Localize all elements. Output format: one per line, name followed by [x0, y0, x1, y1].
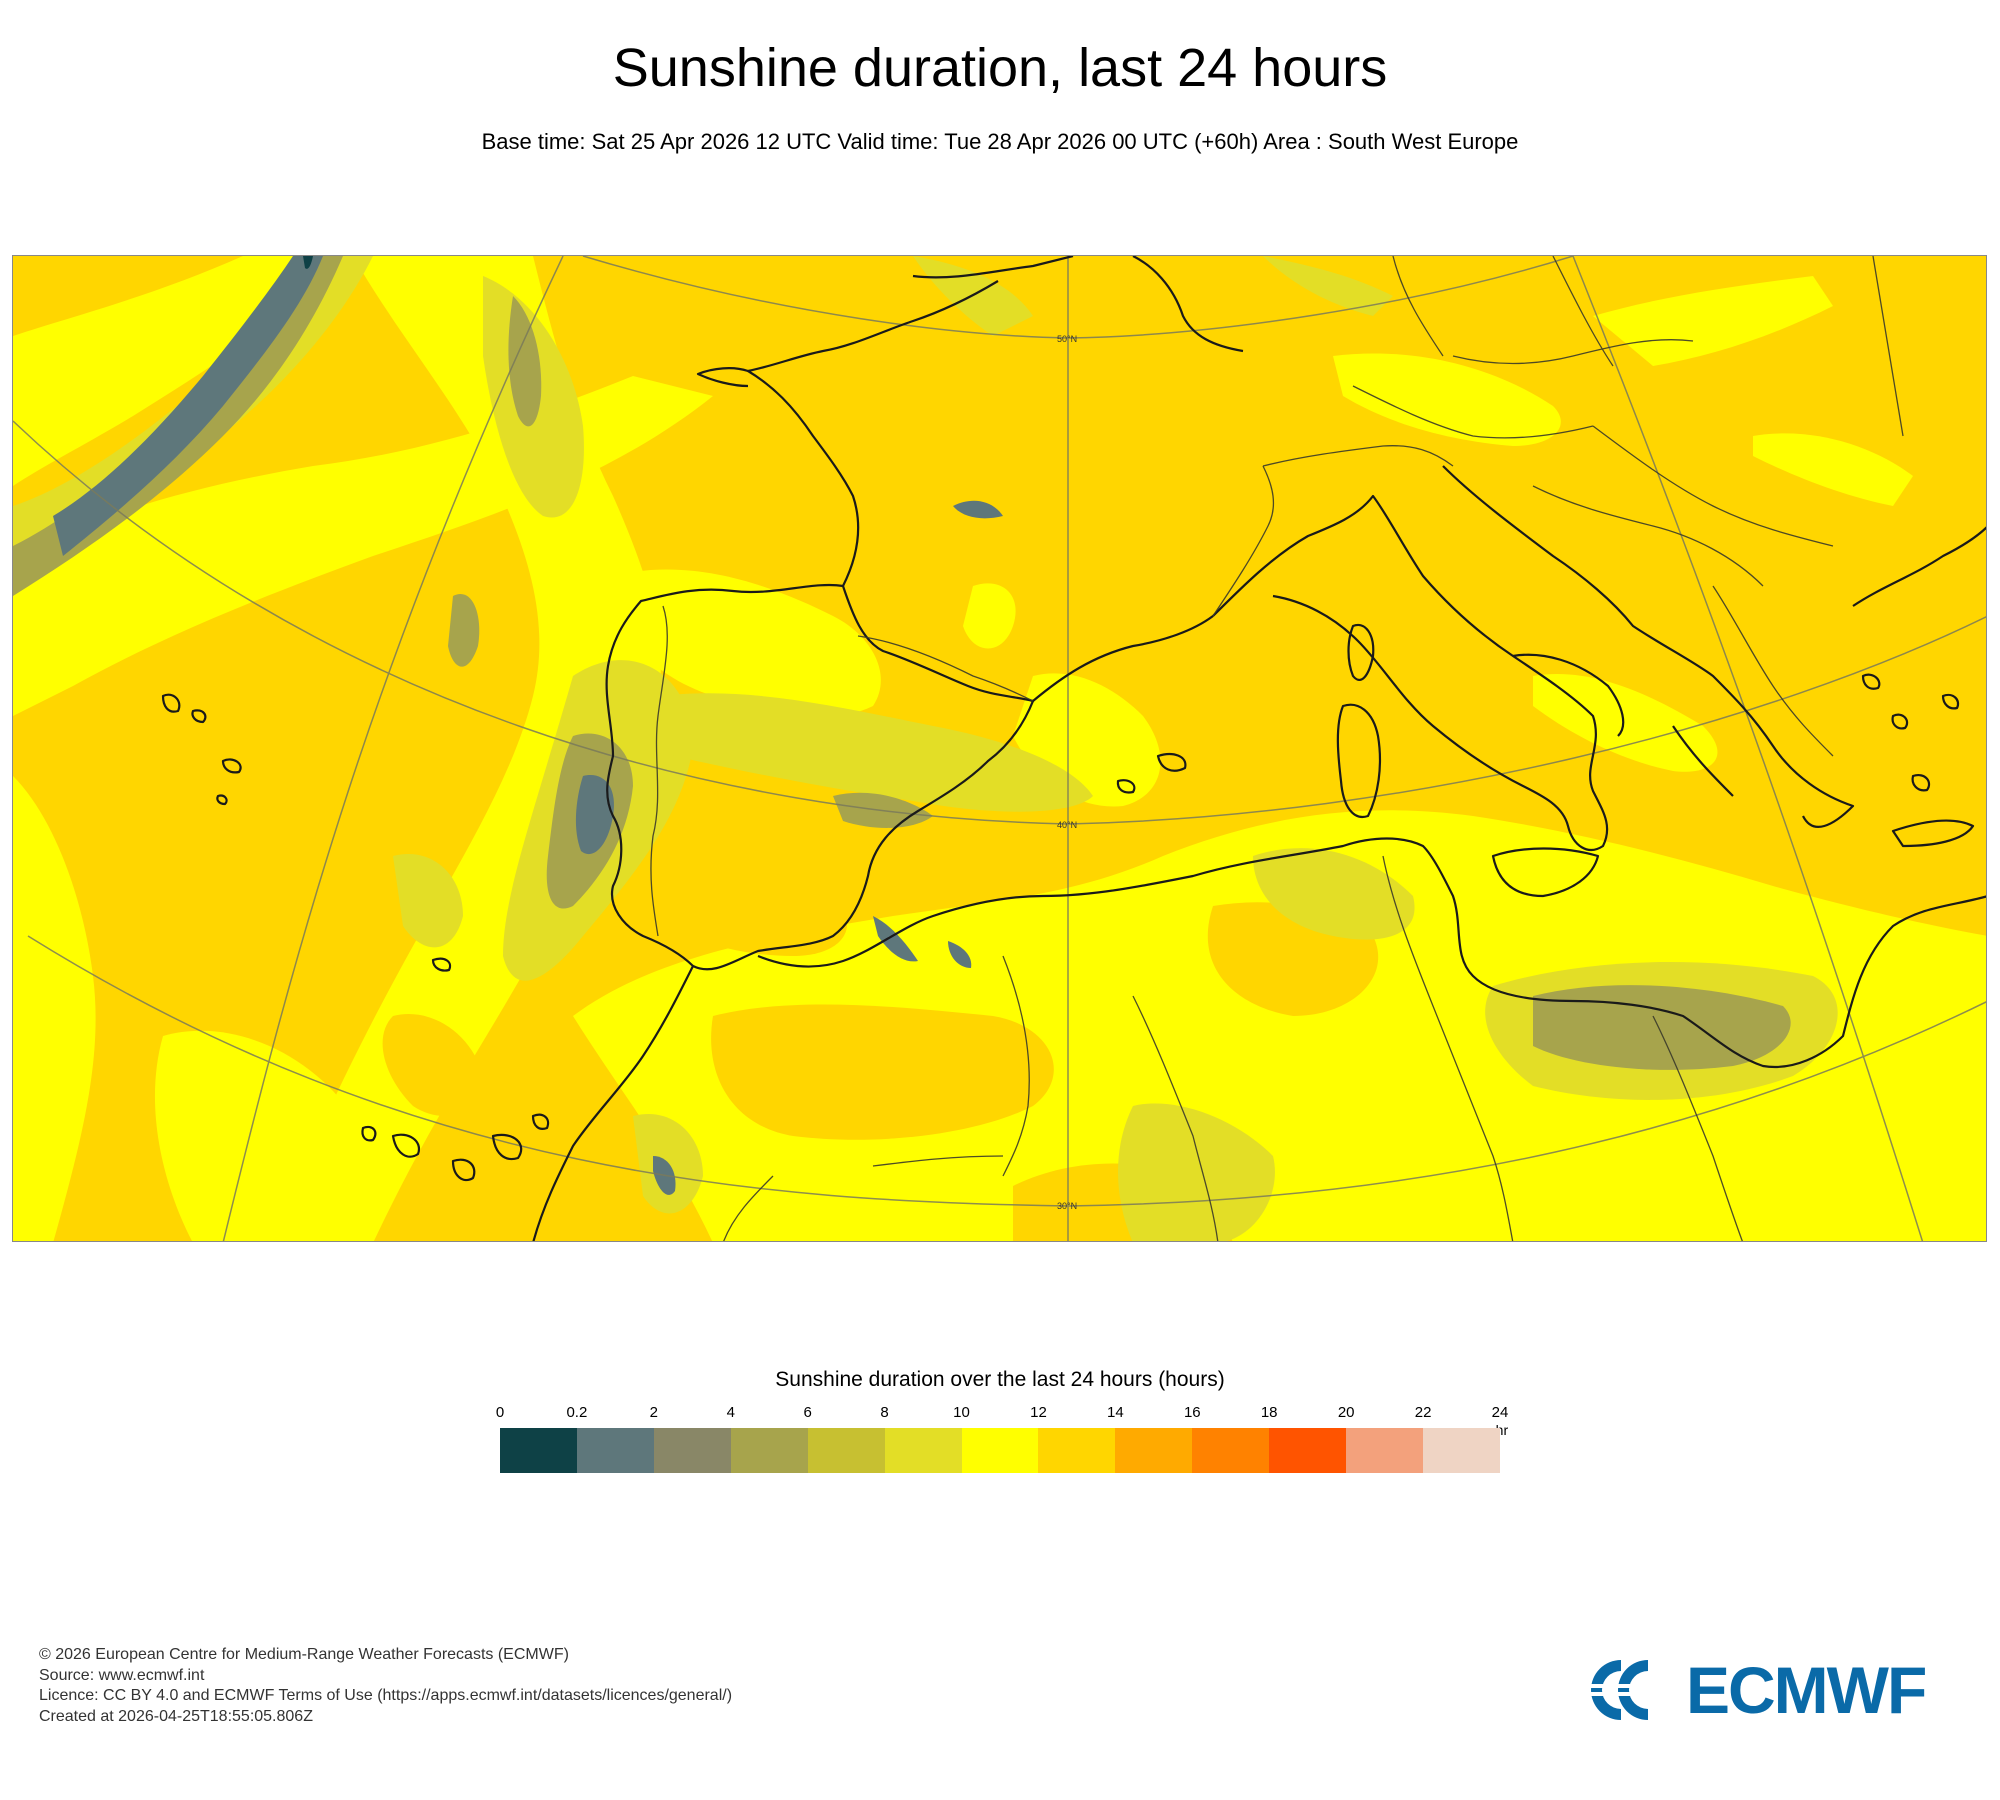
- colorbar-tick: 12: [1030, 1404, 1047, 1421]
- colorbar-swatch: [1346, 1428, 1424, 1473]
- colorbar-swatch: [1423, 1428, 1500, 1473]
- colorbar-tick: 20: [1337, 1404, 1355, 1421]
- latitude-label-30: 30°N: [1057, 1201, 1077, 1211]
- sunshine-0-0.2h-areas: [303, 256, 313, 269]
- colorbar-swatch: [730, 1428, 808, 1473]
- chart-title: Sunshine duration, last 24 hours: [612, 38, 1388, 98]
- colorbar-swatch: [1269, 1428, 1347, 1473]
- colorbar-tick: 0.2: [566, 1404, 588, 1421]
- sunshine-map: 50°N 40°N 30°N: [12, 255, 1987, 1242]
- latitude-label-50: 50°N: [1057, 334, 1077, 344]
- colorbar-tick: 8: [880, 1404, 889, 1421]
- colorbar-tick: 10: [953, 1404, 970, 1421]
- coast-balkans: [1442, 465, 1855, 828]
- sunshine-0-2h-areas: [53, 256, 1003, 1195]
- colorbar-tick: 6: [803, 1404, 812, 1421]
- colorbar-swatch: [884, 1428, 962, 1473]
- colorbar-ticks: 0 0.2 2 4 6 8 10 12 14 16 18 20 22 24: [496, 1404, 1509, 1424]
- colorbar-tick: 14: [1107, 1404, 1124, 1421]
- footer-credits: © 2026 European Centre for Medium-Range …: [39, 1645, 732, 1727]
- coast-corsica: [1347, 623, 1375, 681]
- footer-created: Created at 2026-04-25T18:55:05.806Z: [39, 1707, 313, 1725]
- chart-subtitle: Base time: Sat 25 Apr 2026 12 UTC Valid …: [481, 129, 1519, 154]
- graticule: [13, 256, 1986, 1241]
- colorbar-swatch: [653, 1428, 731, 1473]
- colorbar-tick: 16: [1183, 1404, 1201, 1421]
- coast-iberia: [605, 583, 1035, 971]
- colorbar-tick: 4: [726, 1404, 735, 1421]
- ecmwf-logo-icon: [1588, 1660, 1678, 1720]
- colorbar-swatch: [1192, 1428, 1270, 1473]
- colorbar-swatch: [500, 1428, 577, 1473]
- latitude-labels: 50°N 40°N 30°N: [1057, 334, 1077, 1211]
- colorbar-tick: 0: [495, 1404, 505, 1421]
- ecmwf-logo-text: ECMWF: [1686, 1653, 1927, 1727]
- coast-sicily: [1491, 847, 1600, 898]
- coastlines: [161, 256, 1986, 1241]
- latitude-label-40: 40°N: [1057, 820, 1077, 830]
- colorbar-tick: 2: [649, 1404, 658, 1421]
- coast-italy: [1212, 494, 1609, 851]
- colorbar-title: Sunshine duration over the last 24 hours…: [775, 1368, 1225, 1391]
- colorbar-tick: 24: [1491, 1404, 1509, 1421]
- coast-sardinia: [1336, 703, 1382, 819]
- footer-licence: Licence: CC BY 4.0 and ECMWF Terms of Us…: [39, 1687, 733, 1704]
- colorbar: [500, 1428, 1500, 1473]
- footer-source: Source: www.ecmwf.int: [39, 1666, 205, 1684]
- colorbar-tick: 18: [1260, 1404, 1278, 1421]
- borders: [650, 256, 1904, 1241]
- footer-copyright: © 2026 European Centre for Medium-Range …: [39, 1646, 569, 1663]
- colorbar-swatch: [961, 1428, 1039, 1473]
- coast-north-africa: [532, 837, 1986, 1241]
- ecmwf-logo: ECMWF: [1588, 1655, 1960, 1725]
- sunshine-12-14h-patches: [93, 814, 1379, 1241]
- colorbar-swatch: [1038, 1428, 1116, 1473]
- colorbar-swatch: [1115, 1428, 1193, 1473]
- colorbar-swatch: [576, 1428, 654, 1473]
- colorbar-tick: 22: [1414, 1404, 1432, 1421]
- colorbar-swatch: [807, 1428, 885, 1473]
